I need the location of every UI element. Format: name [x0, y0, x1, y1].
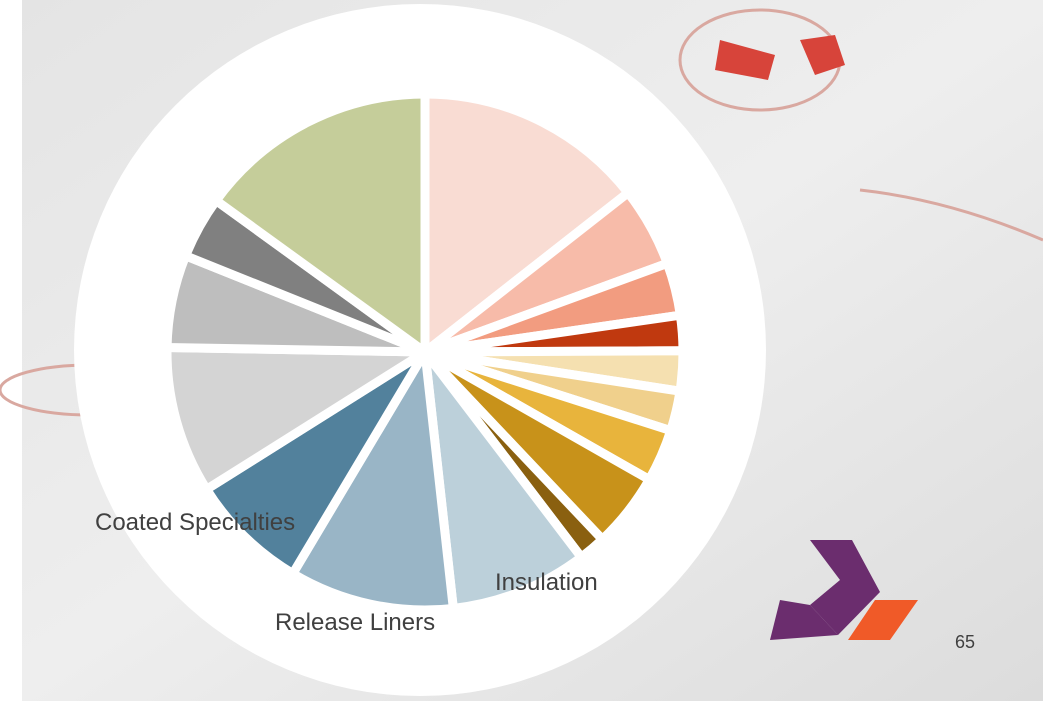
bottle-icon [800, 35, 845, 75]
logo-purple [770, 600, 838, 640]
logo-orange [848, 600, 918, 640]
pie-slice [420, 347, 586, 613]
pie-slice [288, 347, 458, 615]
pie-slice [211, 89, 430, 357]
slice-label: Coated Specialties [95, 509, 295, 536]
pie-slice [162, 343, 430, 494]
page-number: 65 [955, 632, 975, 652]
logo-purple [810, 540, 880, 635]
left-margin [0, 0, 22, 701]
pie [162, 89, 688, 615]
slice-label: Release Liners [275, 609, 435, 636]
pie-slice [420, 89, 633, 357]
bottle-icon [715, 40, 775, 80]
slice-label: Insulation [495, 569, 598, 596]
